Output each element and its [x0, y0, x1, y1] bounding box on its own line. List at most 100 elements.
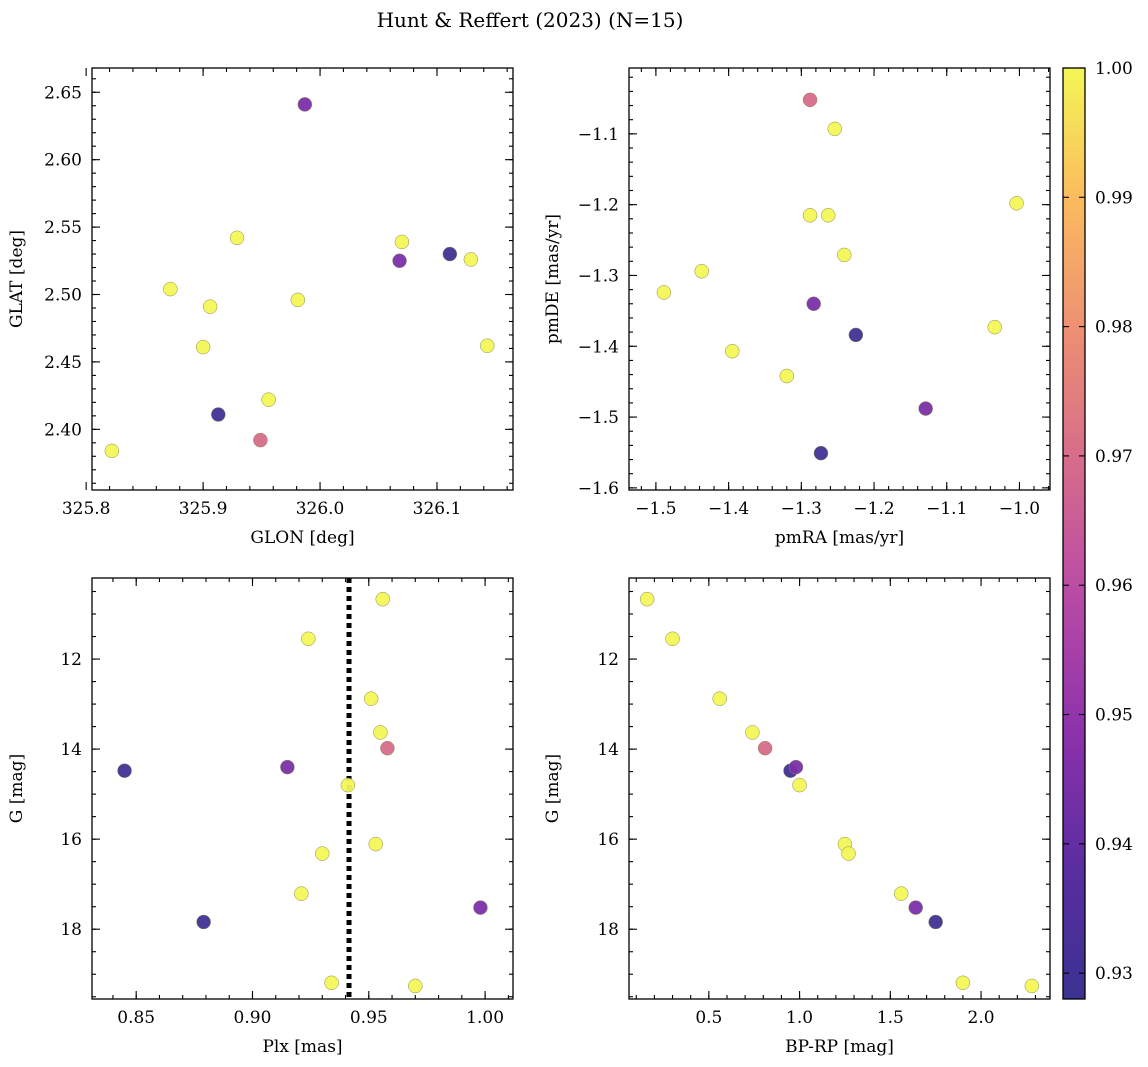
- y-tick-label: 14: [597, 740, 619, 760]
- figure-title: Hunt & Reffert (2023) (N=15): [377, 8, 684, 32]
- data-point: [802, 92, 818, 108]
- data-point: [163, 281, 178, 297]
- x-tick-label: 325.9: [179, 499, 228, 519]
- colorbar-tick-label: 0.97: [1095, 447, 1133, 467]
- x-tick-label: −1.2: [853, 499, 894, 519]
- colorbar-tick-label: 0.99: [1095, 188, 1133, 208]
- data-point: [836, 247, 852, 263]
- data-point: [955, 975, 971, 991]
- data-point: [324, 975, 339, 991]
- y-tick-label: 16: [60, 830, 82, 850]
- panel-glon-glat: 325.8 325.9 326.0 326.1 2.40 2.45 2.50 2.55 2.60…: [7, 67, 514, 548]
- data-point: [104, 443, 120, 459]
- colorbar-tick-label: 1.00: [1095, 59, 1133, 79]
- x-tick-label: −1.4: [708, 499, 749, 519]
- data-point: [928, 914, 943, 930]
- y-tick-label: 2.40: [44, 420, 82, 440]
- data-point: [229, 230, 245, 246]
- colorbar-tick-label: 0.98: [1095, 318, 1133, 338]
- data-point: [893, 886, 909, 901]
- data-point: [665, 631, 680, 647]
- data-point: [806, 296, 821, 312]
- data-point: [392, 253, 407, 269]
- data-point: [745, 725, 760, 740]
- data-point: [408, 978, 423, 994]
- data-point: [473, 900, 488, 915]
- x-axis-label: BP-RP [mag]: [785, 1037, 894, 1057]
- colorbar-tick-label: 0.96: [1095, 576, 1133, 596]
- y-tick-label: 2.45: [44, 353, 82, 373]
- y-tick-label: 14: [60, 740, 82, 760]
- x-axis-label: GLON [deg]: [250, 528, 354, 548]
- y-axis-label: pmDE [mas/yr]: [543, 214, 563, 344]
- data-point: [202, 299, 218, 314]
- data-point: [841, 846, 856, 861]
- data-point: [848, 327, 864, 343]
- data-point: [757, 740, 773, 756]
- data-point: [813, 445, 829, 461]
- data-point: [480, 338, 495, 353]
- y-tick-label: −1.2: [578, 196, 619, 216]
- data-point: [394, 234, 410, 250]
- y-tick-label: 18: [60, 920, 82, 940]
- data-point: [375, 591, 390, 607]
- y-tick-label: −1.5: [578, 408, 619, 428]
- data-point: [280, 759, 295, 775]
- data-point: [725, 343, 740, 359]
- y-tick-label: 12: [60, 650, 82, 670]
- data-point: [211, 407, 226, 422]
- data-point: [294, 886, 309, 901]
- data-point: [639, 591, 655, 607]
- colorbar-tick-label: 0.93: [1095, 964, 1133, 984]
- data-point: [820, 208, 836, 223]
- data-point: [117, 763, 132, 778]
- data-point: [987, 319, 1002, 335]
- data-point: [373, 725, 388, 740]
- y-tick-label: −1.6: [578, 479, 619, 499]
- data-point: [196, 914, 211, 930]
- x-tick-label: 2.0: [968, 1008, 995, 1028]
- axes-frame: [628, 67, 1051, 491]
- y-tick-label: 2.50: [44, 286, 82, 306]
- data-point: [694, 263, 709, 279]
- y-tick-label: 16: [597, 830, 619, 850]
- y-axis-label: G [mag]: [7, 754, 27, 823]
- data-point: [297, 97, 313, 112]
- x-tick-label: 1.0: [786, 1008, 813, 1028]
- y-axis-label: GLAT [deg]: [7, 230, 27, 328]
- x-tick-label: 325.8: [62, 499, 111, 519]
- y-tick-label: 18: [597, 920, 619, 940]
- data-point: [827, 121, 843, 137]
- data-point: [261, 392, 276, 407]
- data-point: [442, 246, 458, 262]
- x-tick-label: 0.95: [350, 1008, 388, 1028]
- data-point: [1024, 978, 1040, 994]
- data-point: [301, 631, 316, 647]
- panel-plx-g: 0.85 0.90 0.95 1.00 12 14 16 18 Plx [mas] G [mag]: [7, 577, 514, 1057]
- x-tick-label: 0.90: [234, 1008, 272, 1028]
- data-point: [253, 432, 268, 448]
- x-tick-label: 326.0: [296, 499, 345, 519]
- data-point: [1009, 195, 1024, 211]
- axes-frame: [628, 577, 1051, 1000]
- data-point: [908, 900, 923, 915]
- panel-bprp-g: 0.5 1.0 1.5 2.0 12 14 16 18 BP-RP [mag] G [mag]: [543, 577, 1051, 1057]
- data-point: [380, 740, 395, 756]
- x-tick-label: 1.5: [877, 1008, 904, 1028]
- data-point: [788, 759, 804, 775]
- x-tick-label: −1.3: [781, 499, 822, 519]
- data-point: [656, 285, 672, 300]
- y-tick-label: 12: [597, 650, 619, 670]
- data-point: [195, 339, 211, 355]
- x-tick-label: 0.85: [117, 1008, 155, 1028]
- data-point: [463, 252, 479, 267]
- panel-pmra-pmde: −1.5 −1.4 −1.3 −1.2 −1.1 −1.0 −1.6 −1.5 −1.4 −1.3…: [543, 67, 1051, 548]
- data-point: [340, 777, 356, 793]
- x-tick-label: 326.1: [413, 499, 462, 519]
- y-axis-label: G [mag]: [543, 754, 563, 823]
- y-tick-label: −1.4: [578, 337, 619, 357]
- data-point: [712, 691, 727, 706]
- x-tick-label: 1.00: [466, 1008, 504, 1028]
- y-tick-label: 2.60: [44, 151, 82, 171]
